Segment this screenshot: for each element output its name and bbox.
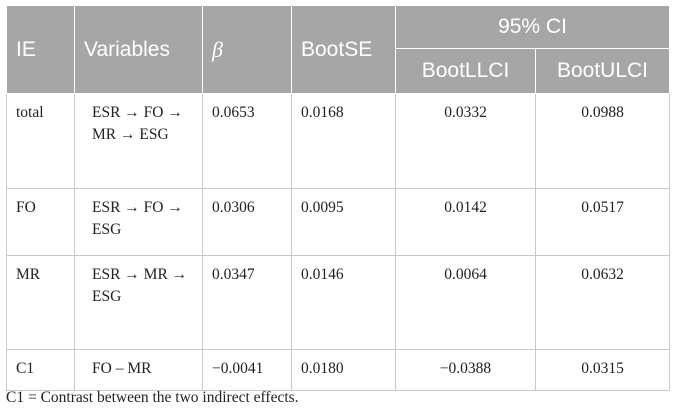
table-row: C1 FO – MR −0.0041 0.0180 −0.0388 0.0315 [6,349,670,391]
cell-variables: FO – MR [74,349,203,391]
cell-variables: ESR → MR → ESG [74,255,203,350]
cell-variables: ESR → FO → ESG [74,188,203,256]
cell-bootse: 0.0095 [291,188,396,256]
header-row: IE Variables β BootSE 95% CI [6,5,670,94]
header-beta: β [202,5,292,94]
cell-ie: FO [6,188,75,256]
cell-bootse: 0.0146 [291,255,396,350]
cell-bootllci: 0.0142 [395,188,536,256]
cell-bootulci: 0.0988 [535,93,670,189]
cell-bootllci: 0.0064 [395,255,536,350]
header-bootse: BootSE [291,5,396,94]
cell-bootse: 0.0180 [291,349,396,391]
table-row: FO ESR → FO → ESG 0.0306 0.0095 0.0142 0… [6,188,670,256]
header-variables: Variables [74,5,203,94]
cell-ie: total [6,93,75,189]
header-bootulci: BootULCI [535,48,670,94]
table-footnote: C1 = Contrast between the two indirect e… [6,389,299,406]
indirect-effects-table: IE Variables β BootSE 95% CI BootLLCI Bo… [6,5,670,391]
cell-beta: 0.0653 [202,93,292,189]
cell-beta: 0.0347 [202,255,292,350]
table-row: total ESR → FO → MR → ESG 0.0653 0.0168 … [6,93,670,189]
table-row: MR ESR → MR → ESG 0.0347 0.0146 0.0064 0… [6,255,670,350]
header-ie: IE [6,5,75,94]
subheader-row: BootLLCI BootULCI [7,48,670,94]
cell-bootulci: 0.0632 [535,255,670,350]
cell-bootulci: 0.0517 [535,188,670,256]
cell-bootse: 0.0168 [291,93,396,189]
header-95-ci: 95% CI [395,5,670,49]
cell-beta: −0.0041 [202,349,292,391]
cell-bootllci: −0.0388 [395,349,536,391]
cell-bootllci: 0.0332 [395,93,536,189]
cell-bootulci: 0.0315 [535,349,670,391]
cell-beta: 0.0306 [202,188,292,256]
cell-ie: MR [6,255,75,350]
header-bootllci: BootLLCI [395,48,536,94]
cell-variables: ESR → FO → MR → ESG [74,93,203,189]
cell-ie: C1 [6,349,75,391]
